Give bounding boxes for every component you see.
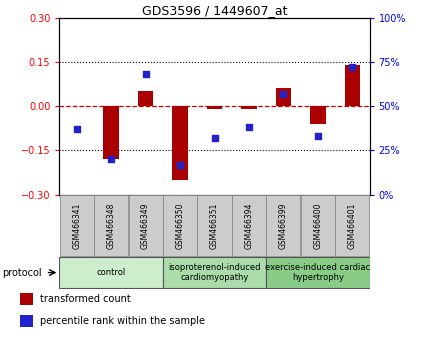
Point	[314, 133, 321, 139]
Bar	[103, 106, 119, 159]
Bar	[345, 65, 360, 106]
Text: GSM466349: GSM466349	[141, 202, 150, 249]
FancyBboxPatch shape	[232, 195, 266, 256]
Bar	[276, 88, 291, 106]
Point	[107, 156, 114, 162]
Point	[176, 162, 183, 167]
Text: control: control	[96, 268, 126, 277]
FancyBboxPatch shape	[198, 195, 231, 256]
Point	[349, 64, 356, 70]
Text: percentile rank within the sample: percentile rank within the sample	[40, 316, 205, 326]
Bar	[20, 293, 33, 305]
Bar	[241, 106, 257, 109]
Text: isoproterenol-induced
cardiomyopathy: isoproterenol-induced cardiomyopathy	[168, 263, 261, 282]
Title: GDS3596 / 1449607_at: GDS3596 / 1449607_at	[142, 4, 287, 17]
FancyBboxPatch shape	[266, 195, 301, 256]
Point	[211, 135, 218, 141]
Text: GSM466351: GSM466351	[210, 202, 219, 249]
FancyBboxPatch shape	[163, 257, 266, 288]
Bar	[207, 106, 222, 109]
FancyBboxPatch shape	[266, 257, 370, 288]
Point	[246, 125, 253, 130]
Text: GSM466350: GSM466350	[176, 202, 184, 249]
Bar	[172, 106, 188, 180]
FancyBboxPatch shape	[163, 195, 197, 256]
Text: GSM466348: GSM466348	[106, 202, 116, 249]
Point	[280, 91, 287, 97]
Text: protocol: protocol	[2, 268, 42, 278]
Text: GSM466341: GSM466341	[72, 202, 81, 249]
FancyBboxPatch shape	[128, 195, 163, 256]
Text: transformed count: transformed count	[40, 294, 131, 304]
Text: GSM466394: GSM466394	[245, 202, 253, 249]
Text: GSM466400: GSM466400	[313, 202, 323, 249]
Point	[142, 72, 149, 77]
FancyBboxPatch shape	[301, 195, 335, 256]
Bar	[138, 91, 153, 106]
FancyBboxPatch shape	[335, 195, 370, 256]
Text: GSM466401: GSM466401	[348, 202, 357, 249]
FancyBboxPatch shape	[94, 195, 128, 256]
Bar	[20, 315, 33, 327]
Bar	[310, 106, 326, 124]
Text: GSM466399: GSM466399	[279, 202, 288, 249]
FancyBboxPatch shape	[59, 257, 163, 288]
Text: exercise-induced cardiac
hypertrophy: exercise-induced cardiac hypertrophy	[265, 263, 370, 282]
Point	[73, 126, 80, 132]
FancyBboxPatch shape	[59, 195, 94, 256]
